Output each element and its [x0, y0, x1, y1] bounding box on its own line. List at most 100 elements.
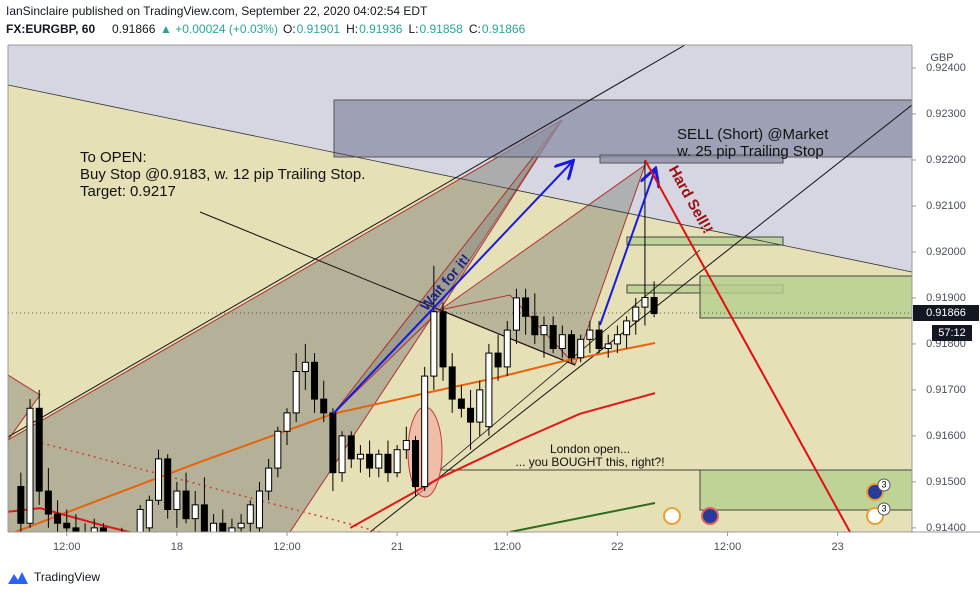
y-tick-label: 0.91900 — [926, 292, 966, 304]
price-axis — [912, 45, 980, 532]
candle-body — [411, 439, 419, 487]
candle-body — [338, 435, 346, 474]
logo — [8, 572, 28, 584]
arrow — [332, 162, 572, 415]
candle-body — [356, 453, 364, 460]
candle-body — [347, 435, 355, 460]
y-tick-label: 0.91400 — [926, 522, 966, 534]
candle-body — [623, 320, 631, 336]
pattern-leg — [332, 119, 563, 415]
annotation: To OPEN: — [80, 149, 147, 166]
candle-body — [119, 542, 125, 551]
candle-body — [476, 389, 484, 423]
badge-count: 3 — [881, 479, 886, 489]
annotation: ... you BOUGHT this, right?! — [515, 455, 664, 469]
x-tick-label: 12:00 — [53, 541, 81, 553]
quote-label: C: — [469, 22, 481, 36]
candle-body — [430, 311, 438, 377]
candle-body — [650, 296, 658, 315]
candle-body — [311, 361, 319, 400]
zone — [599, 154, 784, 164]
supply-zone — [333, 99, 912, 158]
candle-body — [320, 398, 328, 414]
candle-body — [485, 352, 493, 428]
candle-body — [457, 398, 465, 409]
candle-body — [375, 453, 383, 469]
price-tag-label: 0.91866 — [926, 307, 966, 319]
candle-body — [641, 296, 649, 308]
candle-body — [439, 311, 447, 368]
quote-value: 0.91858 — [419, 22, 463, 36]
candle-body — [393, 449, 401, 474]
y-tick-label: 0.92200 — [926, 154, 966, 166]
candle-body — [494, 352, 502, 368]
arrow — [599, 170, 655, 326]
candle-body — [503, 329, 511, 368]
quote-value: 0.91866 — [482, 22, 526, 36]
candle-body — [219, 522, 227, 532]
quote-label: H: — [346, 22, 358, 36]
badge-count: 3 — [881, 503, 886, 513]
candle-body — [72, 527, 80, 532]
candle-body — [512, 297, 520, 331]
y-tick-label: 0.91600 — [926, 430, 966, 442]
candle-body — [164, 458, 172, 510]
event-icon — [701, 507, 719, 525]
currency: GBP — [930, 52, 953, 64]
candle-body — [35, 407, 43, 492]
annotation: w. 25 pip Trailing Stop — [676, 143, 824, 160]
zone — [626, 236, 784, 246]
candle-body — [136, 508, 144, 532]
y-tick-label: 0.92300 — [926, 108, 966, 120]
x-tick-label: 12:00 — [493, 541, 521, 553]
event-icon — [663, 507, 681, 525]
candle-body — [265, 467, 273, 492]
candle-body — [595, 329, 603, 350]
candle-body — [63, 522, 71, 529]
candle-body — [210, 522, 218, 532]
quote-value: 0.91901 — [297, 22, 341, 36]
candle-body — [26, 407, 34, 524]
annotation: SELL (Short) @Market — [677, 126, 829, 143]
candle-body — [81, 531, 89, 532]
annotation: London open... — [550, 442, 630, 456]
axes: 0.914000.915000.916000.917000.918000.919… — [53, 62, 966, 553]
event-badge — [877, 502, 891, 516]
candle-body — [246, 504, 254, 524]
annotation: Target: 0.9217 — [80, 183, 176, 200]
candle-body — [558, 334, 566, 350]
candle-body — [283, 412, 291, 432]
candle-body — [613, 334, 621, 345]
candle-body — [237, 522, 245, 529]
overlays: 3 3 — [332, 160, 891, 532]
candle-body — [467, 407, 475, 423]
moving-average — [12, 342, 656, 532]
candle-body — [155, 458, 163, 501]
event-badge — [877, 478, 891, 492]
candle-body — [44, 490, 52, 515]
annotation: Buy Stop @0.9183, w. 12 pip Trailing Sto… — [80, 166, 365, 183]
candle-body — [577, 338, 585, 359]
candle-body — [128, 542, 134, 551]
brand[interactable]: TradingView — [34, 570, 100, 584]
last-price: 0.91866 — [112, 22, 156, 36]
countdown: 57:12 — [938, 327, 966, 339]
candle-body — [421, 375, 429, 487]
countdown-tag — [932, 325, 972, 341]
trend-line — [369, 104, 912, 532]
x-tick-label: 12:00 — [714, 541, 742, 553]
candle-body — [384, 453, 392, 474]
quote-label: O: — [283, 22, 296, 36]
price-change: ▲ +0.00024 (+0.03%) — [160, 22, 278, 36]
candle-body — [604, 343, 612, 350]
quote-label: L: — [408, 22, 418, 36]
candle-body — [200, 504, 208, 532]
x-tick-label: 23 — [832, 541, 844, 553]
quote-value: 0.91936 — [359, 22, 403, 36]
candle-body — [329, 412, 337, 474]
y-tick-label: 0.91500 — [926, 476, 966, 488]
candle-body — [632, 306, 640, 322]
y-tick-label: 0.92400 — [926, 62, 966, 74]
candle-body — [17, 485, 25, 524]
